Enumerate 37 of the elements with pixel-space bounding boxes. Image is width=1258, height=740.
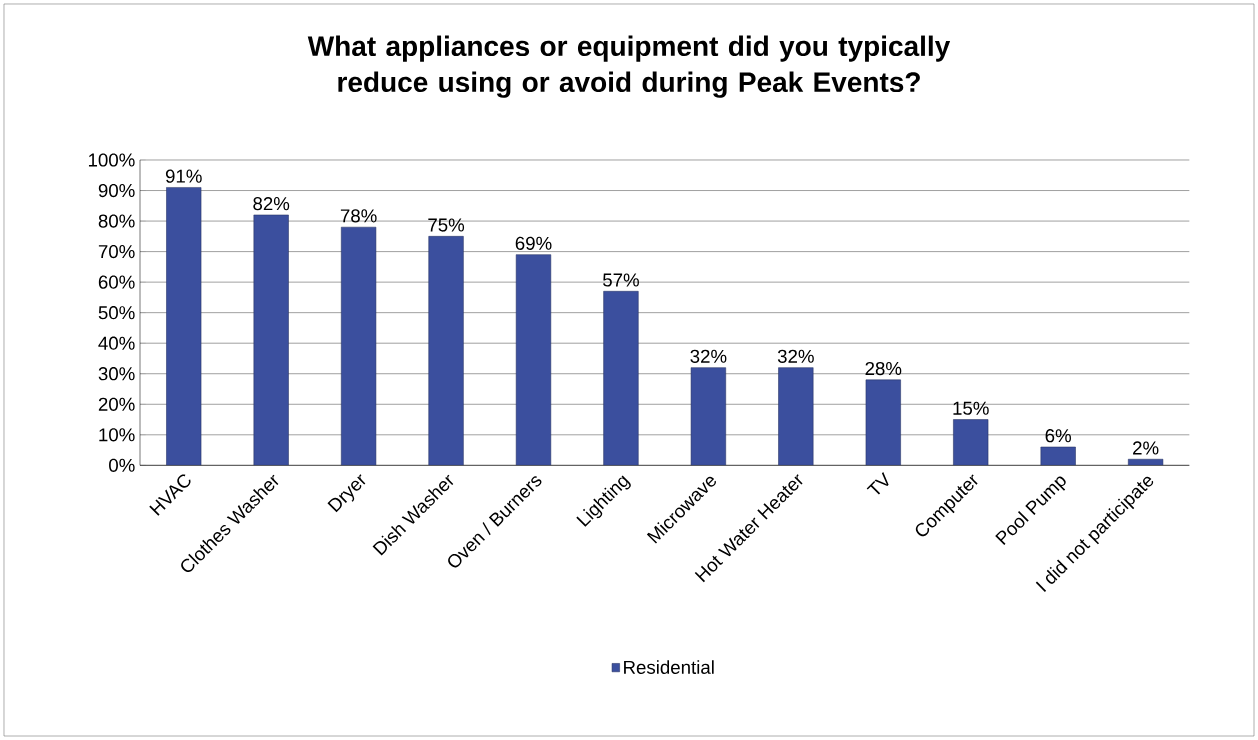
bar — [515, 254, 552, 466]
bar — [865, 379, 901, 466]
y-tick-label: 40% — [98, 336, 135, 350]
data-label: 32% — [777, 349, 814, 363]
y-tick-label: 80% — [98, 214, 135, 228]
chart-title: What appliances or equipment did you typically reduce using or avoid during Peak Events? — [307, 35, 951, 98]
data-label: 78% — [340, 209, 377, 223]
y-tick-label: 30% — [98, 367, 135, 381]
data-label: 32% — [690, 349, 727, 363]
data-label: 69% — [515, 236, 552, 250]
y-tick-label: 20% — [98, 397, 135, 411]
bar — [166, 187, 202, 466]
data-label: 82% — [253, 197, 290, 211]
data-label: 6% — [1045, 429, 1071, 443]
data-label: 75% — [428, 218, 465, 232]
y-tick-label: 70% — [98, 244, 135, 259]
bar — [603, 291, 639, 466]
y-tick-label: 100% — [88, 153, 135, 167]
bar — [953, 419, 989, 466]
data-label: 15% — [953, 401, 989, 415]
bar — [1040, 446, 1076, 466]
legend-label: Residential — [624, 660, 714, 674]
bar — [253, 214, 289, 466]
bar — [690, 367, 726, 466]
y-tick-label: 50% — [98, 306, 135, 320]
data-label: 91% — [165, 169, 202, 183]
data-label: 2% — [1133, 441, 1159, 455]
y-tick-label: 60% — [98, 275, 135, 289]
x-tick-label: TV — [866, 472, 889, 495]
y-tick-label: 0% — [109, 458, 135, 472]
data-label: 57% — [603, 273, 639, 287]
bar — [778, 367, 814, 466]
data-label: 28% — [865, 361, 902, 376]
y-tick-label: 90% — [98, 183, 135, 198]
bar — [428, 236, 464, 466]
y-tick-label: 10% — [99, 428, 135, 442]
bar — [341, 226, 377, 466]
